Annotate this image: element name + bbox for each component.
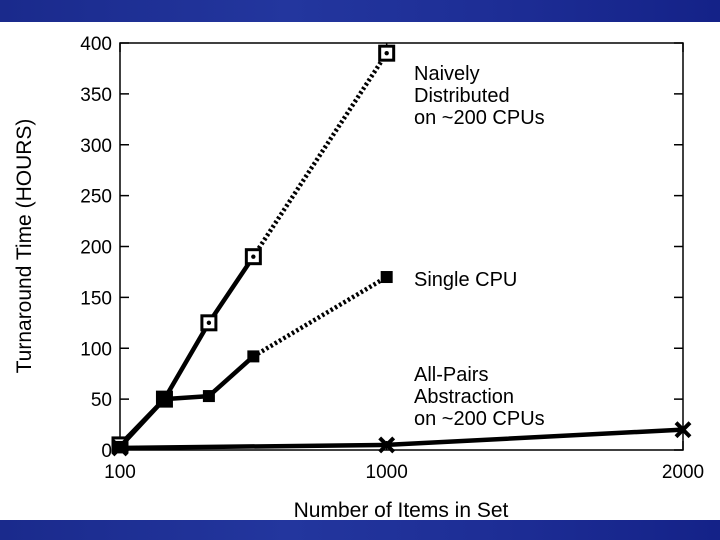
y-tick-label: 350 xyxy=(80,85,112,106)
y-axis-title: Turnaround Time (HOURS) xyxy=(13,119,36,374)
bottom-banner xyxy=(0,520,720,540)
y-tick-label: 150 xyxy=(80,288,112,309)
series-label-1: Single CPU xyxy=(414,269,517,291)
y-tick-label: 300 xyxy=(80,136,112,157)
series-2 xyxy=(111,421,692,457)
series-label-line: on ~200 CPUs xyxy=(414,408,545,430)
x-tick-label: 2000 xyxy=(662,462,704,483)
series-line-projected xyxy=(252,275,388,359)
series-label-line: Distributed xyxy=(414,85,510,107)
x-tick-label: 1000 xyxy=(366,462,408,483)
x-tick-label: 100 xyxy=(104,462,136,483)
series-label-line: Single CPU xyxy=(414,269,517,291)
data-point xyxy=(111,439,129,457)
series-label-line: Naively xyxy=(414,63,480,85)
series-layer xyxy=(111,44,692,457)
turnaround-time-chart: 0 50 100 150 200 250 300 350 400 100 1000 2000 Naiv… xyxy=(13,34,704,520)
series-1 xyxy=(114,271,393,453)
plot-frame xyxy=(119,42,684,451)
x-axis-title: Number of Items in Set xyxy=(294,499,509,520)
y-tick-label: 50 xyxy=(91,390,112,411)
series-label-line: All-Pairs xyxy=(414,364,488,386)
y-tick-label: 0 xyxy=(101,441,112,462)
series-label-line: Abstraction xyxy=(414,386,514,408)
data-point xyxy=(202,390,215,403)
data-point-dot xyxy=(384,50,389,56)
data-point xyxy=(380,271,393,284)
data-point xyxy=(378,436,396,454)
top-banner xyxy=(0,0,720,22)
data-point xyxy=(674,421,692,439)
series-line-measured xyxy=(118,255,256,447)
data-point-dot xyxy=(251,254,256,259)
series-line-projected xyxy=(251,51,389,258)
series-label-line: on ~200 CPUs xyxy=(414,107,545,129)
series-0 xyxy=(111,44,396,454)
series-label-2: All-Pairs Abstraction on ~200 CPUs xyxy=(414,364,545,430)
series-line-measured xyxy=(119,427,684,451)
data-point xyxy=(158,393,171,406)
y-tick-label: 100 xyxy=(80,339,112,360)
data-point xyxy=(247,350,260,363)
y-tick-label: 200 xyxy=(80,238,112,259)
data-point-dot xyxy=(206,320,212,326)
y-tick-label: 400 xyxy=(80,34,112,55)
series-line-measured xyxy=(118,354,255,449)
y-tick-label: 250 xyxy=(80,187,112,208)
axis-ticks: 0 50 100 150 200 250 300 350 400 100 1000 2000 xyxy=(80,34,704,483)
series-label-0: Naively Distributed on ~200 CPUs xyxy=(414,63,545,129)
